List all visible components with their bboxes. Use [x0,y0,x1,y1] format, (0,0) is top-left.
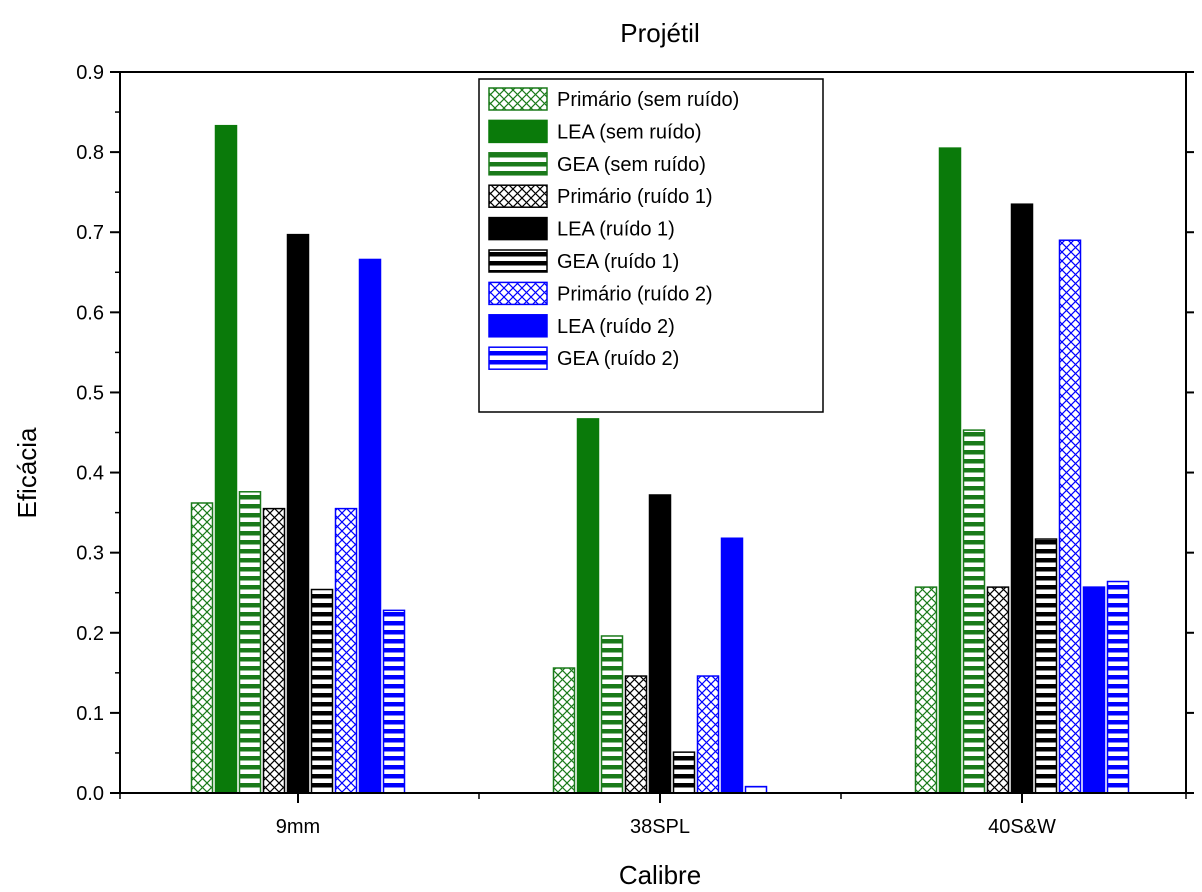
bar-38SPL-0 [552,667,576,794]
x-tick-label: 38SPL [630,816,690,838]
legend-entry: Primário (sem ruído) [557,89,739,111]
legend-swatch [488,346,548,370]
legend-swatch [488,281,548,306]
bar-9mm-2 [238,491,262,794]
legend-swatch [488,249,548,273]
legend-entry: LEA (ruído 1) [557,219,675,241]
legend-entry: Primário (ruído 2) [557,283,713,305]
legend-swatch [488,87,548,111]
y-tick-label: 0.9 [76,62,104,84]
legend: Primário (sem ruído) LEA (sem ruído) GEA (… [478,78,824,413]
bar-9mm-7 [358,258,382,794]
legend-entry: LEA (ruído 2) [557,316,675,338]
bar-38SPL-5 [672,751,696,794]
y-tick-label: 0.2 [76,623,104,645]
bar-40S&W-0 [914,586,938,794]
legend-swatch [488,184,548,208]
chart-title: Projétil [620,18,699,48]
y-tick-label: 0.8 [76,142,104,164]
bar-40S&W-1 [938,147,962,794]
bar-40S&W-5 [1034,538,1058,794]
bar-40S&W-2 [962,429,986,794]
y-tick-label: 0.1 [76,703,104,725]
bar-38SPL-6 [696,675,720,794]
legend-entry: Primário (ruído 1) [557,186,713,208]
x-axis-title: Calibre [619,860,701,890]
y-tick-label: 0.3 [76,543,104,565]
legend-entry: LEA (sem ruído) [557,121,702,143]
bar-40S&W-8 [1106,580,1130,794]
bar-38SPL-2 [600,635,624,794]
legend-entry: GEA (sem ruído) [557,154,706,176]
bar-9mm-0 [190,502,214,794]
legend-entry: GEA (ruído 2) [557,348,679,370]
y-tick-label: 0.7 [76,222,104,244]
bar-40S&W-4 [1010,203,1034,794]
y-tick-label: 0.5 [76,382,104,404]
legend-swatch [488,119,548,144]
bar-9mm-4 [286,233,310,794]
bar-9mm-6 [334,507,358,794]
bar-38SPL-3 [624,675,648,794]
bar-40S&W-7 [1082,586,1106,794]
bars-layer [190,124,1130,794]
x-tick-label: 9mm [276,816,320,838]
legend-swatch [488,314,548,338]
legend-swatch [488,216,548,241]
y-tick-label: 0.4 [76,463,104,485]
y-tick-label: 0.0 [76,783,104,805]
bar-9mm-1 [214,124,238,794]
legend-swatch [488,152,548,176]
bar-9mm-3 [262,507,286,794]
bar-9mm-5 [310,588,334,794]
y-axis-title: Eficácia [12,427,42,519]
bar-38SPL-4 [648,494,672,794]
legend-entry: GEA (ruído 1) [557,251,679,273]
bar-40S&W-3 [986,586,1010,794]
bar-38SPL-1 [576,418,600,794]
bar-40S&W-6 [1058,239,1082,794]
axes-layer: 0.0 0.1 0.2 0.3 0.4 0.5 0.6 0.7 0.8 0.9 9mm 38SPL 40… [76,62,1194,838]
bar-9mm-8 [382,609,406,794]
x-tick-label: 40S&W [988,816,1056,838]
bar-38SPL-7 [720,537,744,794]
y-tick-label: 0.6 [76,302,104,324]
